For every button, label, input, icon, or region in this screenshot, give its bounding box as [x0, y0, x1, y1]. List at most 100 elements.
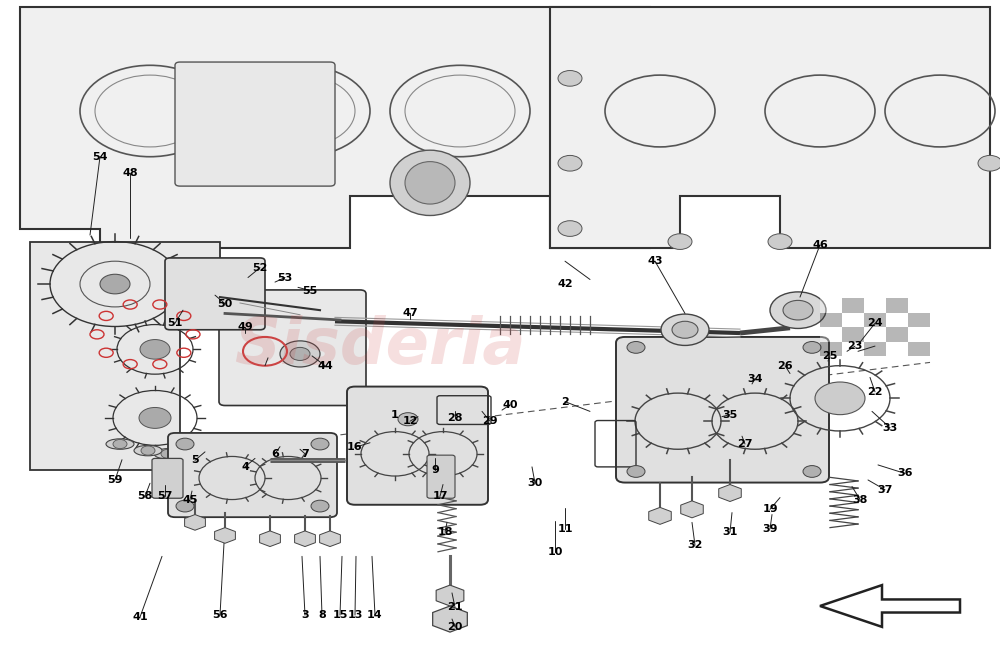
Text: 24: 24: [867, 318, 883, 328]
Text: 43: 43: [647, 256, 663, 266]
Text: 49: 49: [237, 321, 253, 332]
Bar: [908, 327, 930, 342]
FancyBboxPatch shape: [347, 387, 488, 505]
Polygon shape: [30, 242, 220, 470]
Circle shape: [558, 155, 582, 171]
Text: 45: 45: [182, 494, 198, 505]
Circle shape: [770, 292, 826, 328]
Text: 59: 59: [107, 475, 123, 485]
Text: 48: 48: [122, 168, 138, 178]
Circle shape: [815, 382, 865, 415]
Bar: [908, 313, 930, 327]
FancyBboxPatch shape: [219, 290, 366, 406]
Ellipse shape: [181, 445, 209, 456]
FancyBboxPatch shape: [616, 337, 829, 483]
Ellipse shape: [154, 449, 182, 459]
Text: 12: 12: [402, 416, 418, 426]
Circle shape: [290, 347, 310, 360]
Circle shape: [280, 341, 320, 367]
Text: 4: 4: [241, 462, 249, 472]
Bar: [820, 327, 842, 342]
Text: 17: 17: [432, 491, 448, 502]
Polygon shape: [20, 7, 650, 248]
Text: 40: 40: [502, 400, 518, 410]
Text: 56: 56: [212, 610, 228, 620]
FancyBboxPatch shape: [427, 455, 455, 498]
Text: 26: 26: [777, 360, 793, 371]
Circle shape: [398, 413, 418, 426]
Circle shape: [176, 438, 194, 450]
Text: 1: 1: [391, 409, 399, 420]
Text: 18: 18: [437, 527, 453, 537]
Text: 13: 13: [347, 610, 363, 620]
Text: 31: 31: [722, 527, 738, 537]
Circle shape: [100, 274, 130, 294]
Text: 15: 15: [332, 610, 348, 620]
Text: 44: 44: [317, 360, 333, 371]
Bar: [842, 313, 864, 327]
Bar: [886, 298, 908, 313]
Text: 9: 9: [431, 465, 439, 475]
Ellipse shape: [134, 445, 162, 456]
Polygon shape: [820, 585, 960, 627]
Bar: [886, 313, 908, 327]
Circle shape: [661, 314, 709, 345]
Text: 33: 33: [882, 422, 898, 433]
Circle shape: [176, 500, 194, 512]
Circle shape: [672, 321, 698, 338]
Bar: [864, 313, 886, 327]
Text: 21: 21: [447, 602, 463, 613]
Text: 29: 29: [482, 416, 498, 426]
Circle shape: [978, 155, 1000, 171]
Bar: [886, 327, 908, 342]
Polygon shape: [550, 7, 990, 248]
Text: 6: 6: [271, 449, 279, 459]
Circle shape: [668, 234, 692, 249]
Text: 53: 53: [277, 272, 293, 283]
Bar: [864, 327, 886, 342]
Bar: [864, 342, 886, 356]
Circle shape: [188, 446, 202, 455]
Text: 41: 41: [132, 612, 148, 622]
Text: 50: 50: [217, 298, 233, 309]
Bar: [820, 313, 842, 327]
Text: 55: 55: [302, 285, 318, 296]
Circle shape: [768, 234, 792, 249]
Text: 46: 46: [812, 240, 828, 250]
Circle shape: [558, 71, 582, 86]
Text: Sisderia: Sisderia: [234, 315, 526, 377]
Text: 3: 3: [301, 610, 309, 620]
Text: 30: 30: [527, 478, 543, 488]
Circle shape: [113, 439, 127, 449]
FancyBboxPatch shape: [165, 258, 265, 330]
Bar: [820, 342, 842, 356]
Ellipse shape: [405, 161, 455, 204]
Text: 39: 39: [762, 524, 778, 534]
Text: 52: 52: [252, 263, 268, 273]
Bar: [908, 342, 930, 356]
Text: 7: 7: [301, 449, 309, 459]
Text: 25: 25: [822, 351, 838, 361]
Circle shape: [311, 500, 329, 512]
Bar: [842, 298, 864, 313]
Bar: [864, 298, 886, 313]
Bar: [886, 342, 908, 356]
FancyBboxPatch shape: [175, 62, 335, 186]
FancyBboxPatch shape: [168, 433, 337, 517]
Text: 51: 51: [167, 318, 183, 328]
Text: 28: 28: [447, 413, 463, 423]
Text: 14: 14: [367, 610, 383, 620]
Text: 58: 58: [137, 491, 153, 502]
Text: 2: 2: [561, 396, 569, 407]
Bar: [842, 342, 864, 356]
Circle shape: [140, 340, 170, 359]
Text: 38: 38: [852, 494, 868, 505]
Bar: [820, 298, 842, 313]
Text: 16: 16: [347, 442, 363, 453]
Text: 10: 10: [547, 547, 563, 557]
FancyBboxPatch shape: [152, 458, 183, 498]
Text: 47: 47: [402, 308, 418, 319]
Text: 57: 57: [157, 491, 173, 502]
Text: 36: 36: [897, 468, 913, 479]
Circle shape: [783, 300, 813, 320]
